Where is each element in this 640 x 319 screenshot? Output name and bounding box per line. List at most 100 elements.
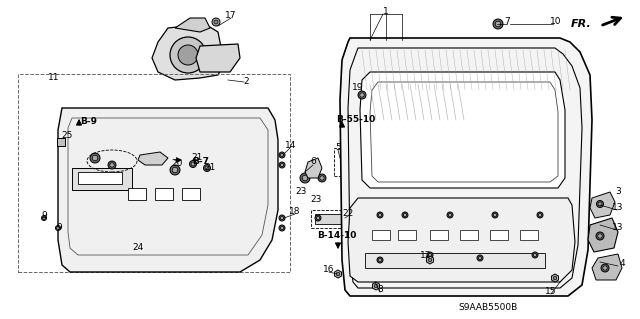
Circle shape: [477, 255, 483, 261]
Text: 2: 2: [243, 78, 249, 86]
Text: 4: 4: [619, 259, 625, 269]
Text: 24: 24: [132, 243, 143, 253]
Bar: [365, 253, 545, 268]
Circle shape: [280, 153, 284, 157]
Bar: [311, 210, 366, 228]
Text: B-7: B-7: [192, 158, 209, 167]
Circle shape: [178, 45, 198, 65]
Circle shape: [403, 213, 406, 217]
Circle shape: [601, 264, 609, 272]
Circle shape: [302, 175, 308, 181]
Circle shape: [214, 20, 218, 24]
Bar: [520, 230, 538, 240]
Circle shape: [449, 213, 452, 217]
Bar: [490, 230, 508, 240]
Text: 13: 13: [612, 224, 624, 233]
Polygon shape: [552, 274, 559, 282]
Polygon shape: [340, 38, 592, 296]
Polygon shape: [588, 218, 618, 252]
Text: S9AAB5500B: S9AAB5500B: [458, 302, 517, 311]
Text: FR.: FR.: [572, 19, 592, 29]
Text: 3: 3: [615, 188, 621, 197]
Bar: [398, 230, 416, 240]
Bar: [372, 230, 390, 240]
Text: 14: 14: [285, 140, 297, 150]
Polygon shape: [335, 270, 342, 278]
Circle shape: [300, 173, 310, 183]
Circle shape: [377, 212, 383, 218]
Bar: [128, 188, 146, 200]
Circle shape: [358, 91, 366, 99]
Bar: [315, 214, 345, 224]
Circle shape: [428, 253, 431, 257]
Circle shape: [538, 213, 541, 217]
Bar: [430, 230, 448, 240]
Text: 11: 11: [48, 73, 60, 83]
Bar: [78, 172, 122, 184]
Circle shape: [204, 165, 211, 172]
Circle shape: [170, 165, 180, 175]
Polygon shape: [592, 254, 622, 280]
Circle shape: [537, 212, 543, 218]
Circle shape: [280, 226, 284, 230]
Circle shape: [493, 213, 497, 217]
Polygon shape: [348, 198, 575, 282]
Polygon shape: [372, 282, 380, 290]
Circle shape: [377, 257, 383, 263]
Text: 9: 9: [56, 224, 62, 233]
Circle shape: [492, 212, 498, 218]
Circle shape: [189, 160, 196, 167]
Text: 16: 16: [323, 265, 335, 275]
Text: 5: 5: [335, 144, 341, 152]
Bar: [460, 230, 478, 240]
Text: 15: 15: [545, 287, 557, 296]
Circle shape: [378, 258, 381, 262]
Text: 23: 23: [310, 196, 322, 204]
Text: 21: 21: [204, 164, 216, 173]
Text: 12: 12: [420, 251, 432, 261]
Polygon shape: [590, 192, 615, 218]
Circle shape: [336, 272, 340, 276]
Circle shape: [532, 252, 538, 258]
Circle shape: [596, 232, 604, 240]
Text: B-14-10: B-14-10: [317, 231, 356, 240]
Bar: [57, 138, 65, 146]
Text: B-9: B-9: [80, 117, 97, 127]
Polygon shape: [175, 18, 210, 32]
Circle shape: [42, 216, 47, 220]
Circle shape: [598, 202, 602, 206]
Circle shape: [427, 252, 433, 258]
Circle shape: [360, 93, 364, 97]
Circle shape: [320, 176, 324, 180]
Circle shape: [191, 162, 195, 166]
Circle shape: [212, 18, 220, 26]
Text: 1: 1: [383, 8, 389, 17]
Bar: [155, 188, 173, 200]
Text: 23: 23: [295, 188, 307, 197]
Circle shape: [428, 258, 432, 262]
Circle shape: [280, 163, 284, 167]
Text: 17: 17: [225, 11, 237, 20]
Text: 21: 21: [191, 153, 203, 162]
Circle shape: [56, 226, 61, 231]
Bar: [72, 168, 132, 190]
Circle shape: [596, 201, 604, 207]
Circle shape: [170, 37, 206, 73]
Text: B-55-10: B-55-10: [336, 115, 375, 124]
Text: 8: 8: [377, 286, 383, 294]
Text: 18: 18: [289, 207, 301, 217]
Circle shape: [346, 160, 350, 164]
Circle shape: [603, 266, 607, 270]
Circle shape: [43, 217, 45, 219]
Polygon shape: [152, 24, 225, 80]
Bar: [334, 148, 372, 176]
Circle shape: [493, 19, 503, 29]
Circle shape: [279, 215, 285, 221]
Polygon shape: [426, 256, 433, 264]
Text: 13: 13: [612, 203, 624, 211]
Bar: [18, 74, 290, 272]
Circle shape: [316, 216, 319, 220]
Circle shape: [495, 21, 500, 27]
Text: 20: 20: [172, 160, 182, 168]
Circle shape: [56, 226, 60, 229]
